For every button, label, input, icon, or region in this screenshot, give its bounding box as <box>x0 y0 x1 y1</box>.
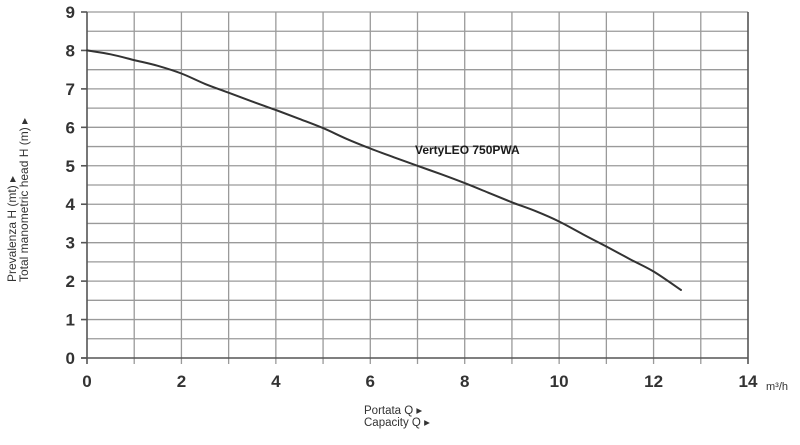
y-axis-title-line2: Total manometric head H (m) ▸ <box>17 118 31 282</box>
y-tick-label: 5 <box>66 157 75 176</box>
y-tick-label: 6 <box>66 118 75 137</box>
y-tick-label: 8 <box>66 41 75 60</box>
x-tick-label: 0 <box>82 372 91 391</box>
y-tick-label: 0 <box>66 349 75 368</box>
x-tick-label: 6 <box>366 372 375 391</box>
x-axis-title: Portata Q ▸ Capacity Q ▸ <box>364 405 430 429</box>
x-tick-label: 4 <box>271 372 281 391</box>
x-tick-label: 12 <box>644 372 663 391</box>
series-label: VertyLEO 750PWA <box>415 143 520 157</box>
performance-curve <box>86 49 682 291</box>
y-axis-title-line1: Prevalenza H (mt) ▸ <box>5 176 19 282</box>
x-tick-label: 14 <box>739 372 758 391</box>
performance-curve-line <box>86 49 682 291</box>
y-tick-label: 2 <box>66 272 75 291</box>
x-tick-label: 2 <box>177 372 186 391</box>
y-tick-label: 3 <box>66 234 75 253</box>
y-tick-label: 9 <box>66 3 75 22</box>
x-tick-label: 10 <box>550 372 569 391</box>
y-tick-label: 1 <box>66 311 75 330</box>
x-axis-title-line1: Portata Q ▸ <box>364 405 423 417</box>
y-axis-title: Prevalenza H (mt) ▸ Total manometric hea… <box>5 118 31 282</box>
y-tick-label: 4 <box>66 195 76 214</box>
y-tick-label: 7 <box>66 80 75 99</box>
grid <box>87 11 748 364</box>
axes <box>81 11 749 364</box>
x-tick-label: 8 <box>460 372 469 391</box>
x-axis-title-line2: Capacity Q ▸ <box>364 417 430 429</box>
x-axis-unit: m³/h <box>766 381 788 393</box>
